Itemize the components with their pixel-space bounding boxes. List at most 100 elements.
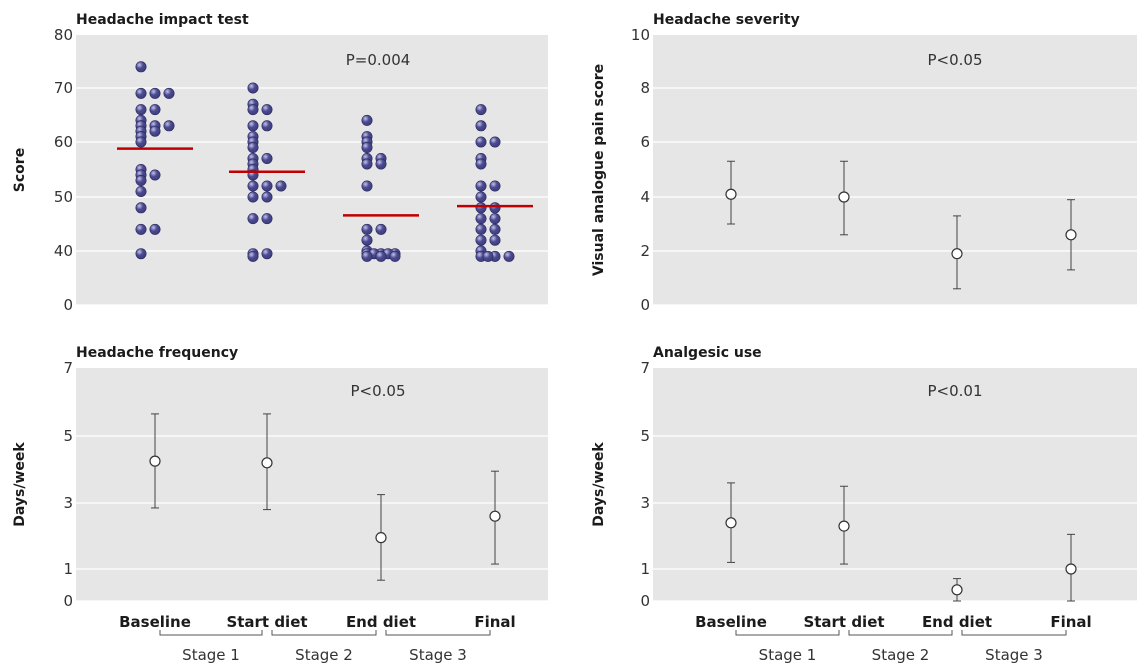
mean-marker [261,457,273,469]
data-point [361,223,373,235]
mean-marker [1065,563,1077,575]
chart-title: Headache impact test [76,12,249,28]
x-category-label: Final [1050,613,1091,631]
mean-marker [489,510,501,522]
y-tick-label: 80 [54,26,73,44]
stage-bracket [848,630,953,636]
data-point [261,180,273,192]
y-tick-label: 0 [63,296,73,314]
chart-title: Headache frequency [76,345,238,361]
chart-title: Headache severity [653,12,800,28]
data-point [361,180,373,192]
x-category-label: Final [474,613,515,631]
y-tick-label: 2 [640,242,650,260]
data-point [135,136,147,148]
y-tick-label: 70 [54,79,73,97]
y-tick-label: 1 [63,560,73,578]
data-point [247,120,259,132]
y-tick-label: 0 [63,592,73,610]
data-point [361,158,373,170]
y-tick-label: 40 [54,242,73,260]
data-point [482,250,494,262]
chart-panel-1: Headache impact test Score 0 40 50 60 70 80 P=0.… [12,12,548,314]
data-point [375,158,387,170]
data-point [135,202,147,214]
data-point [489,202,501,214]
y-axis-label: Visual analogue pain score [591,64,607,276]
stage-label: Stage 3 [985,646,1043,664]
data-point [389,250,401,262]
data-point [149,125,161,137]
data-point [475,223,487,235]
chart-panel-2: Headache severity Visual analogue pain sc… [591,12,1137,314]
stage-label: Stage 1 [759,646,817,664]
data-point [261,153,273,165]
data-point [489,213,501,225]
mean-marker [1065,229,1077,241]
x-category-label: End diet [922,613,992,631]
mean-marker [725,517,737,529]
y-axis-label: Days/week [12,442,28,527]
data-point [135,104,147,116]
data-point [149,169,161,181]
data-point [149,104,161,116]
data-point [375,223,387,235]
data-point [489,223,501,235]
stage-label: Stage 1 [182,646,240,664]
chart-panel-4: Analgesic use Days/week 0 1 3 5 7 P<0.01 Baselin… [591,345,1137,664]
stage-bracket [271,630,377,636]
data-point [475,202,487,214]
data-point [503,250,515,262]
mean-marker [725,188,737,200]
y-tick-label: 4 [640,188,650,206]
plot-background [653,35,1137,305]
data-point [261,248,273,260]
data-point [135,61,147,73]
data-point [247,180,259,192]
y-tick-label: 7 [63,359,73,377]
p-value-annotation: P<0.05 [927,51,982,69]
y-tick-label: 10 [631,26,650,44]
x-category-label: Start diet [226,613,307,631]
data-point [247,213,259,225]
data-point [247,250,259,262]
data-point [261,120,273,132]
data-point [149,87,161,99]
p-value-annotation: P=0.004 [346,51,411,69]
y-tick-label: 5 [63,427,73,445]
x-category-label: End diet [346,613,416,631]
data-point [489,180,501,192]
data-point [475,234,487,246]
data-point [135,87,147,99]
data-point [475,104,487,116]
mean-marker [375,532,387,544]
y-tick-label: 0 [640,296,650,314]
y-tick-label: 6 [640,133,650,151]
mean-marker [951,584,963,596]
stage-bracket [385,630,491,636]
y-tick-label: 8 [640,79,650,97]
plot-background [76,35,548,305]
data-point [475,158,487,170]
data-point [247,82,259,94]
data-point [489,136,501,148]
stage-bracket [735,630,840,636]
data-point [163,120,175,132]
data-point [261,213,273,225]
p-value-annotation: P<0.01 [927,382,982,400]
mean-marker [838,191,850,203]
y-tick-label: 5 [640,427,650,445]
data-point [135,186,147,198]
data-point [163,87,175,99]
plot-background [653,368,1137,601]
y-tick-label: 3 [63,494,73,512]
data-point [247,191,259,203]
y-tick-label: 0 [640,592,650,610]
data-point [475,191,487,203]
y-tick-label: 50 [54,188,73,206]
mean-marker [149,455,161,467]
data-point [261,104,273,116]
x-category-label: Start diet [803,613,884,631]
stage-bracket [961,630,1067,636]
